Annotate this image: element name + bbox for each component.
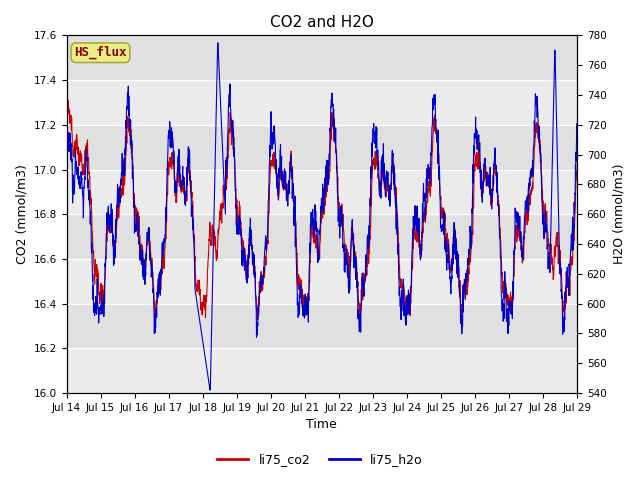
Bar bbox=[67, 36, 577, 80]
Text: HS_flux: HS_flux bbox=[74, 46, 127, 60]
Bar bbox=[67, 169, 577, 214]
Bar bbox=[67, 214, 577, 259]
Bar bbox=[67, 259, 577, 304]
X-axis label: Time: Time bbox=[307, 419, 337, 432]
Y-axis label: CO2 (mmol/m3): CO2 (mmol/m3) bbox=[15, 164, 28, 264]
Bar bbox=[67, 348, 577, 393]
Y-axis label: H2O (mmol/m3): H2O (mmol/m3) bbox=[612, 164, 625, 264]
Bar bbox=[67, 125, 577, 169]
Title: CO2 and H2O: CO2 and H2O bbox=[270, 15, 374, 30]
Bar bbox=[67, 80, 577, 125]
Legend: li75_co2, li75_h2o: li75_co2, li75_h2o bbox=[212, 448, 428, 471]
Bar bbox=[67, 304, 577, 348]
